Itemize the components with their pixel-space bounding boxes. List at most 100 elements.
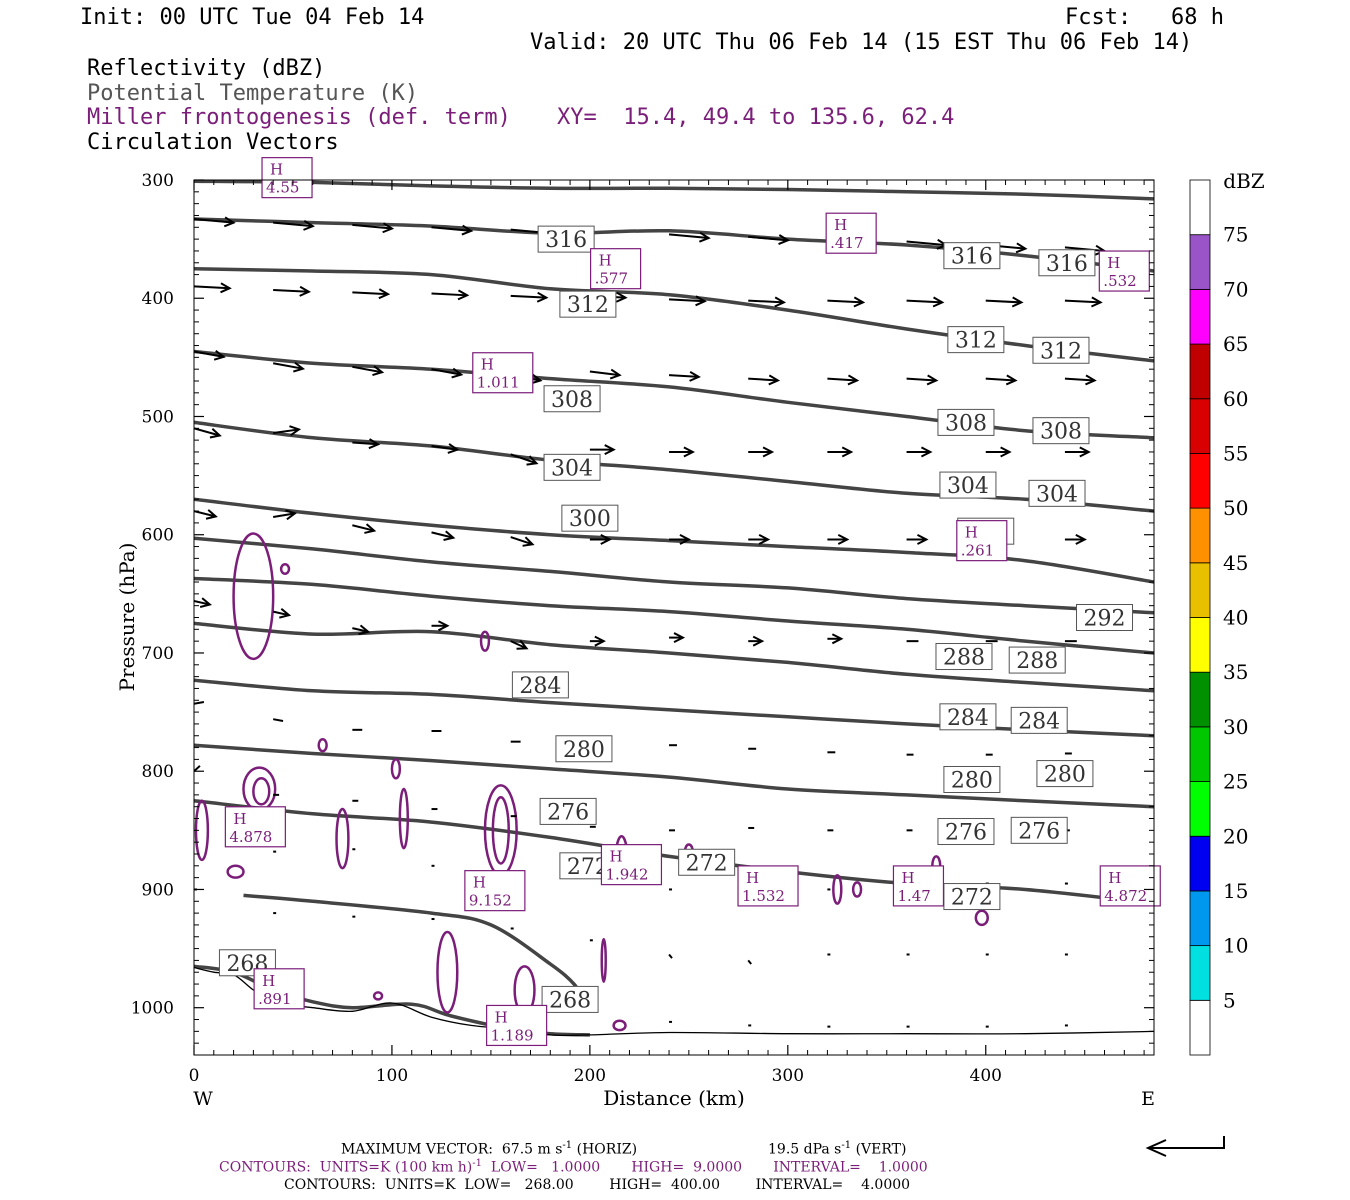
fronto-contour-4 (252, 777, 271, 806)
svg-text:276: 276 (1018, 819, 1060, 844)
colorbar-segment-7 (1189, 617, 1211, 673)
vector-45 (985, 446, 1012, 458)
theta-label-12: 300 (561, 504, 619, 532)
theta-contours (194, 180, 1154, 1037)
x-tick-100: 100 (376, 1066, 408, 1086)
plot-frame (193, 179, 1155, 1056)
x-tick-300: 300 (772, 1066, 804, 1086)
colorbar-segment-8 (1189, 562, 1211, 618)
fronto-max-3: H.532 (1098, 250, 1150, 292)
svg-text:H: H (609, 848, 622, 866)
svg-text:H: H (599, 252, 612, 270)
svg-text:316: 316 (1046, 252, 1088, 277)
x-tick-0: 0 (189, 1066, 200, 1086)
y-tick-900: 900 (142, 880, 174, 900)
svg-text:284: 284 (947, 706, 989, 731)
fronto-contour-18 (832, 874, 843, 905)
vector-38 (431, 443, 460, 454)
frontogenesis-contours (194, 532, 989, 1032)
vector-6 (748, 234, 791, 245)
fronto-contour-22 (612, 1019, 627, 1032)
fronto-contour-0 (232, 532, 275, 661)
svg-text:H: H (901, 869, 914, 887)
colorbar-label-70: 70 (1223, 277, 1248, 301)
theta-label-2: 316 (1038, 249, 1096, 277)
vector-31 (827, 374, 860, 386)
theta-contour-320 (194, 180, 1154, 201)
vector-58 (1064, 534, 1087, 545)
vector-22 (1064, 296, 1103, 308)
theta-label-16: 288 (1008, 646, 1066, 674)
svg-text:276: 276 (547, 800, 589, 825)
fronto-max-13: H1.189 (486, 1004, 548, 1047)
fronto-max-0: H4.55 (261, 157, 313, 199)
theta-label-9: 304 (543, 453, 601, 481)
fronto-contour-23 (372, 991, 384, 1001)
vector-5 (668, 231, 711, 243)
valid-time: Valid: 20 UTC Thu 06 Feb 14 (15 EST Thu … (530, 30, 1193, 55)
theta-contour-316 (194, 217, 1154, 273)
svg-text:9.152: 9.152 (469, 892, 512, 910)
theta-label-21: 280 (943, 765, 1001, 793)
field-vectors: Circulation Vectors (87, 130, 339, 155)
y-tick-500: 500 (142, 407, 174, 427)
init-time: Init: 00 UTC Tue 04 Feb 14 (80, 5, 425, 30)
colorbar-segment-6 (1189, 671, 1211, 728)
svg-text:1.47: 1.47 (897, 887, 930, 905)
fronto-max-12: H.891 (253, 968, 305, 1010)
vector-35 (194, 427, 222, 439)
theta-label-14: 292 (1076, 604, 1134, 632)
vector-55 (827, 534, 850, 545)
vector-111 (747, 959, 752, 965)
vector-65 (669, 632, 686, 644)
colorbar-label-15: 15 (1223, 879, 1248, 903)
svg-text:1.942: 1.942 (605, 866, 648, 884)
colorbar-segment-14 (1189, 234, 1211, 290)
colorbar-segment-2 (1189, 890, 1211, 947)
x-tick-200: 200 (574, 1066, 606, 1086)
theta-label-18: 284 (939, 703, 997, 731)
vector-67 (827, 633, 844, 645)
svg-text:272: 272 (951, 886, 993, 911)
y-tick-800: 800 (142, 762, 174, 782)
svg-text:280: 280 (1044, 763, 1086, 788)
colorbar-label-60: 60 (1223, 387, 1248, 411)
vector-28 (589, 368, 622, 380)
svg-text:.532: .532 (1103, 272, 1136, 290)
colorbar-label-30: 30 (1223, 715, 1248, 739)
y-tick-300: 300 (142, 171, 174, 191)
vector-52 (589, 534, 612, 545)
svg-text:H: H (1107, 254, 1120, 272)
colorbar-label-75: 75 (1223, 223, 1248, 247)
vector-3 (431, 224, 474, 236)
svg-text:308: 308 (1040, 420, 1082, 445)
vector-64 (589, 635, 606, 647)
vector-29 (668, 370, 701, 382)
vector-47 (194, 509, 218, 520)
vector-21 (985, 296, 1024, 308)
fronto-max-10: H1.47 (892, 865, 945, 907)
x-end-west: W (193, 1088, 213, 1110)
theta-label-5: 312 (1032, 336, 1090, 364)
svg-text:292: 292 (1084, 607, 1126, 632)
colorbar-segment-9 (1189, 507, 1211, 564)
theta-label-20: 280 (555, 735, 613, 763)
vector-24 (272, 361, 306, 373)
max-vector-vert: 19.5 dPa s-1 (VERT) (768, 1140, 907, 1158)
colorbar-label-25: 25 (1223, 770, 1248, 794)
theta-contour-296 (194, 536, 1154, 615)
vector-15 (510, 291, 549, 303)
y-tick-1000: 1000 (131, 999, 174, 1019)
svg-text:312: 312 (1040, 339, 1082, 364)
svg-text:H: H (262, 972, 275, 990)
fronto-contour-1 (279, 563, 291, 575)
vector-41 (669, 446, 696, 458)
colorbar-label-40: 40 (1223, 606, 1248, 630)
vector-25 (352, 365, 385, 377)
theta-label-22: 280 (1036, 760, 1094, 788)
fronto-max-2: H.577 (590, 248, 642, 290)
theta-contour-288 (194, 621, 1154, 693)
theta-label-4: 312 (947, 326, 1005, 354)
fronto-max-6: H4.878 (224, 806, 286, 848)
svg-text:H: H (233, 810, 246, 828)
